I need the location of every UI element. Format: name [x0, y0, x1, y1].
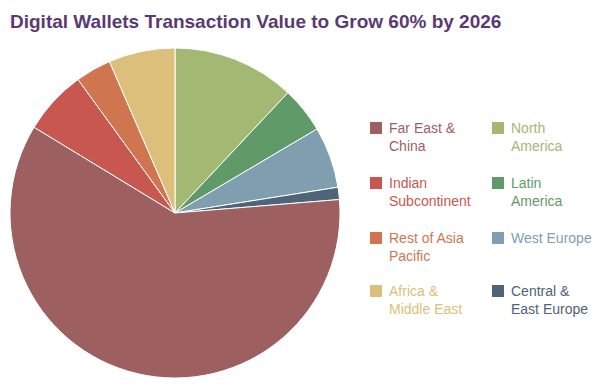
svg-text:IndianSubcontinent: IndianSubcontinent: [389, 175, 471, 209]
svg-text:West Europe: West Europe: [511, 230, 592, 246]
svg-text:Central &East Europe: Central &East Europe: [511, 283, 588, 317]
svg-text:Africa &Middle East: Africa &Middle East: [389, 283, 462, 317]
svg-text:Digital Wallets Transaction Va: Digital Wallets Transaction Value to Gro…: [10, 11, 501, 32]
svg-text:NorthAmerica: NorthAmerica: [511, 120, 563, 154]
svg-text:LatinAmerica: LatinAmerica: [511, 175, 563, 209]
svg-text:Rest of AsiaPacific: Rest of AsiaPacific: [389, 230, 464, 264]
svg-text:Far East &China: Far East &China: [389, 120, 456, 154]
